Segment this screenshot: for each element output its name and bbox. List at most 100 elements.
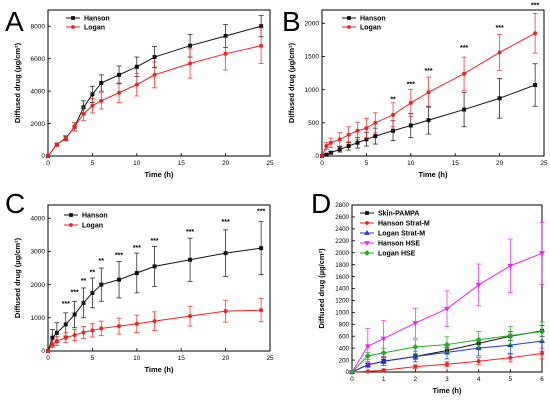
data-point-d-1-5	[476, 359, 481, 364]
data-point-a-1-0	[46, 154, 50, 158]
data-point-b-1-0	[320, 154, 324, 158]
data-point-d-3-2	[380, 336, 387, 342]
data-point-c-0-6	[90, 290, 95, 295]
y-tick-label-c-4: 4000	[31, 215, 46, 222]
x-tick-label-c-2: 10	[133, 355, 141, 362]
data-point-b-1-6	[364, 126, 369, 131]
x-tick-label-c-0: 0	[46, 355, 50, 362]
data-point-b-1-1	[324, 144, 329, 149]
data-point-d-4-6	[507, 332, 514, 339]
data-point-c-1-5	[81, 330, 86, 335]
x-tick-label-b-2: 10	[407, 160, 415, 167]
data-point-d-2-3	[412, 353, 419, 359]
data-point-b-1-7	[373, 120, 378, 125]
data-point-b-0-4	[346, 144, 351, 149]
legend-d: Skin-PAMPA Hanson Strat-M Logan Strat-M Han…	[360, 210, 430, 257]
y-tick-label-d-14: 2800	[335, 202, 349, 209]
legend-c: Hanson Logan	[64, 212, 108, 229]
x-tick-label-b-1: 5	[365, 160, 369, 167]
data-point-a-0-9	[152, 55, 157, 60]
x-tick-label-b-3: 15	[452, 160, 460, 167]
x-tick-label-c-3: 15	[178, 355, 186, 362]
x-tick-label-b-4: 20	[496, 160, 504, 167]
y-tick-label-d-7: 1400	[335, 286, 349, 293]
data-point-d-3-6	[507, 263, 514, 269]
series-b-0	[320, 63, 538, 158]
data-point-d-3-4	[444, 306, 450, 312]
x-axis-label-b: Time (h)	[418, 170, 448, 179]
y-axis-label-a: Diffused drug (µg/cm²)	[13, 42, 22, 123]
legend-label-d-0: Skin-PAMPA	[378, 210, 419, 217]
x-tick-label-d-6: 6	[540, 376, 544, 383]
y-tick-label-a-1: 2000	[31, 121, 46, 128]
legend-a: Hanson Logan	[66, 15, 110, 31]
data-point-b-0-11	[462, 107, 467, 112]
legend-marker-a-1	[71, 25, 75, 29]
data-point-c-1-9	[134, 321, 139, 326]
data-point-b-0-10	[426, 118, 431, 123]
panel-label-b: B	[282, 6, 301, 37]
y-tick-label-b-1: 500	[308, 120, 319, 127]
data-point-d-4-5	[475, 336, 482, 343]
legend-label-d-3: Hanson HSE	[378, 240, 420, 247]
x-tick-label-d-1: 1	[382, 376, 386, 383]
data-point-b-0-9	[408, 123, 413, 128]
legend-label-a-0: Hanson	[84, 15, 110, 22]
x-axis-label-d: Time (h)	[432, 386, 462, 395]
legend-label-d-4: Logan HSE	[378, 250, 416, 257]
y-axis-label-b: Diffused drug (µg/cm²)	[287, 42, 296, 123]
x-tick-label-a-4: 20	[222, 160, 230, 167]
legend-label-b-0: Hanson	[360, 15, 386, 22]
data-point-a-0-5	[90, 92, 95, 97]
plot-frame-b	[321, 9, 545, 157]
series-line-d-2	[351, 340, 543, 373]
panel-label-d: D	[311, 188, 332, 219]
x-tick-label-c-5: 25	[266, 355, 274, 362]
x-tick-label-d-2: 2	[414, 376, 418, 383]
y-tick-label-d-10: 2000	[335, 250, 349, 257]
y-tick-label-b-4: 2000	[305, 20, 320, 27]
y-tick-label-d-9: 1800	[335, 262, 349, 269]
data-point-a-0-10	[188, 43, 193, 48]
data-point-d-2-2	[380, 358, 387, 364]
data-point-b-1-13	[533, 31, 538, 36]
chart-panel-c: 0 5 10 15 20 25 0 1000 2000 3000 4000 Time (h) Diffu…	[13, 204, 274, 374]
legend-b: Hanson Logan	[342, 15, 386, 31]
data-point-a-1-4	[81, 111, 86, 116]
legend-marker-d-0	[365, 211, 369, 215]
data-point-d-4-2	[380, 349, 387, 356]
y-axis-label-d: Diffused drug (µg/cm²)	[317, 248, 326, 329]
data-point-c-1-13	[259, 308, 264, 313]
data-point-c-0-2	[54, 330, 59, 335]
data-point-d-4-4	[444, 341, 450, 348]
data-point-d-3-5	[475, 282, 482, 288]
y-tick-label-a-0: 0	[41, 153, 45, 160]
data-point-a-1-3	[72, 124, 77, 129]
data-point-a-0-8	[134, 64, 139, 69]
data-point-c-1-0	[46, 349, 50, 353]
data-point-c-0-11	[188, 257, 193, 262]
data-point-d-1-7	[540, 351, 544, 356]
legend-label-d-1: Hanson Strat-M	[378, 220, 430, 227]
data-point-c-1-1	[50, 342, 55, 347]
series-c-1	[46, 298, 264, 353]
data-point-b-1-9	[408, 100, 413, 105]
legend-label-c-1: Logan	[82, 222, 103, 229]
significance-mark-c-1: ***	[71, 290, 79, 297]
data-point-d-4-7	[539, 328, 545, 335]
data-point-a-1-5	[90, 103, 95, 108]
legend-marker-c-0	[69, 213, 73, 217]
x-tick-label-c-4: 20	[222, 355, 230, 362]
y-tick-label-a-2: 4000	[31, 88, 46, 95]
data-point-b-0-12	[497, 96, 502, 101]
data-point-c-1-3	[63, 335, 68, 340]
data-point-a-0-12	[259, 24, 264, 29]
data-point-b-0-2	[328, 150, 333, 155]
chart-panel-a: 0 5 10 15 20 25 0 2000 4000 6000 8000 Time (h) Diffu…	[13, 9, 274, 179]
data-point-d-1-1	[365, 369, 370, 374]
data-point-a-1-7	[117, 90, 122, 95]
data-point-d-1-2	[381, 368, 386, 373]
y-tick-label-d-13: 2600	[335, 214, 349, 221]
data-point-b-1-3	[337, 137, 342, 142]
